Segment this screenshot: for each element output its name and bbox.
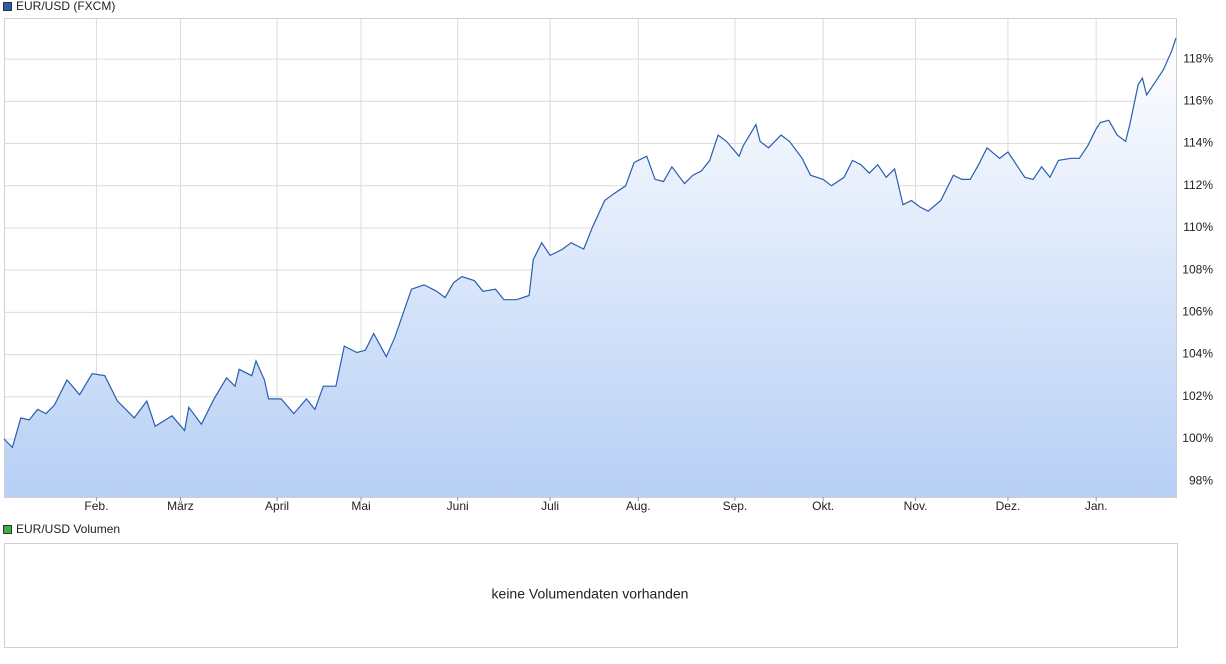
y-tick-label: 98% (1189, 473, 1213, 487)
x-tick-label: Nov. (904, 499, 928, 513)
legend-swatch (3, 2, 12, 11)
y-tick-label: 116% (1183, 94, 1213, 108)
legend-label: EUR/USD Volumen (16, 522, 120, 536)
y-tick-label: 112% (1183, 178, 1213, 192)
y-tick-label: 104% (1182, 347, 1213, 361)
x-tick-label: Dez. (996, 499, 1021, 513)
x-tick-label: Mai (351, 499, 370, 513)
x-tick-label: März (167, 499, 194, 513)
x-tick-label: Juni (447, 499, 469, 513)
area (4, 38, 1176, 497)
x-tick-label: Feb. (84, 499, 108, 513)
no-data-message: keine Volumendaten vorhanden (492, 586, 689, 602)
y-tick-label: 118% (1183, 51, 1213, 65)
volume-frame (4, 543, 1178, 648)
x-tick-label: Juli (541, 499, 559, 513)
plot-frame (4, 18, 1177, 498)
y-tick-label: 102% (1182, 389, 1213, 403)
line (3, 37, 1177, 449)
y-tick-label: 100% (1182, 431, 1213, 445)
x-tick-label: Okt. (812, 499, 834, 513)
y-tick-label: 108% (1182, 262, 1213, 276)
legend-label: EUR/USD (FXCM) (16, 0, 115, 13)
x-tick-label: Aug. (626, 499, 651, 513)
y-tick-label: 114% (1183, 136, 1213, 150)
x-tick-label: Jan. (1085, 499, 1108, 513)
y-tick-label: 110% (1183, 220, 1213, 234)
y-tick-label: 106% (1182, 305, 1213, 319)
x-tick-label: Sep. (723, 499, 748, 513)
legend-swatch (3, 525, 12, 534)
x-tick-label: April (265, 499, 289, 513)
